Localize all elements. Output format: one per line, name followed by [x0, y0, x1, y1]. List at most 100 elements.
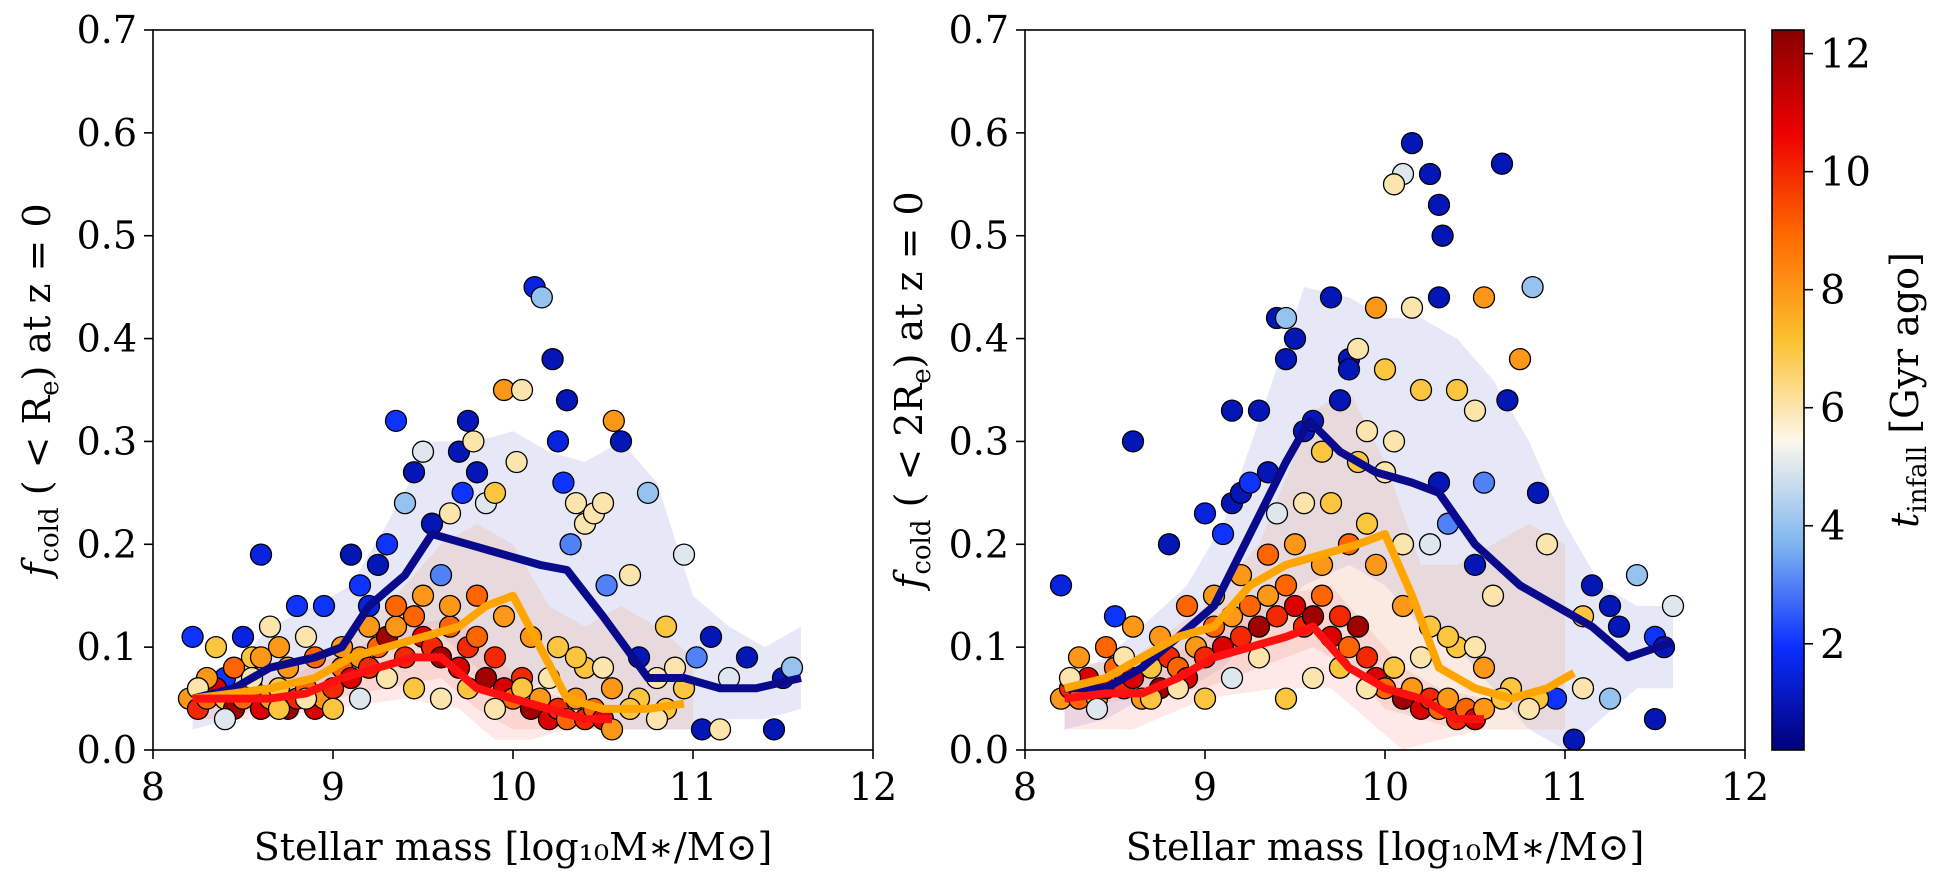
data-point: [465, 461, 489, 484]
colorbar-label-part: infall: [1903, 446, 1933, 513]
data-point: [595, 574, 618, 597]
data-point: [1310, 584, 1334, 607]
median-line: [1063, 530, 1576, 703]
data-point: [1067, 646, 1091, 669]
data-point: [1337, 358, 1361, 381]
data-point: [1409, 378, 1433, 402]
data-point: [1431, 224, 1454, 247]
data-point: [1211, 522, 1235, 546]
data-point: [1121, 430, 1145, 453]
data-point: [1355, 646, 1379, 669]
data-point: [384, 594, 408, 618]
y-tick-label: 0.1: [77, 625, 137, 669]
data-point: [1364, 296, 1388, 319]
data-point: [1382, 173, 1406, 196]
data-point: [1283, 533, 1307, 556]
y-tick-label: 0.5: [949, 214, 1009, 258]
y-tick-label: 0.4: [949, 317, 1009, 361]
data-point: [1220, 666, 1244, 690]
data-point: [1427, 193, 1451, 217]
data-point: [1274, 574, 1298, 597]
data-point: [1193, 687, 1217, 710]
x-tick-label: 12: [1721, 765, 1769, 809]
data-point: [321, 697, 345, 721]
data-point: [1508, 347, 1532, 371]
y-axis-label-part: ) at z = 0: [887, 191, 931, 368]
data-point: [411, 584, 435, 607]
data-point: [312, 594, 336, 618]
percentile-band: [1064, 585, 1484, 750]
data-point: [1319, 286, 1343, 309]
data-point: [1436, 625, 1460, 649]
data-point: [672, 543, 696, 566]
data-point: [1175, 594, 1199, 618]
data-point: [393, 491, 417, 515]
data-point: [1292, 491, 1316, 515]
y-axis-label-part: ( < R: [15, 394, 59, 507]
y-axis-label-part: cold: [35, 507, 65, 562]
colorbar: 2 4 6 8 10 12 tinfall [Gyr ago]: [1771, 29, 1933, 751]
data-point: [438, 594, 462, 618]
data-point: [1364, 553, 1388, 577]
y-axis-label-part: e: [35, 380, 65, 395]
data-point: [1463, 635, 1487, 659]
y-tick-label: 0.0: [949, 728, 1009, 772]
y-tick-label: 0.1: [949, 625, 1009, 669]
data-point: [1463, 399, 1487, 422]
data-point: [1283, 594, 1307, 618]
data-point: [1319, 491, 1343, 515]
plot-area: [1049, 131, 1685, 750]
data-point: [1049, 574, 1073, 597]
colorbar-tick-label: 6: [1820, 386, 1845, 432]
data-point: [591, 491, 615, 515]
y-axis-label-part: ) at z = 0: [15, 203, 59, 380]
data-point: [1274, 687, 1298, 710]
data-point: [1193, 502, 1217, 525]
data-point: [456, 409, 480, 433]
y-tick-label: 0.7: [77, 8, 137, 52]
data-point: [402, 605, 426, 628]
data-point: [429, 687, 453, 710]
data-point: [1481, 584, 1505, 607]
data-point: [1571, 677, 1595, 700]
data-point: [1526, 481, 1550, 505]
data-point: [483, 646, 507, 669]
data-point: [552, 471, 575, 494]
y-tick-label: 0.4: [77, 317, 137, 361]
data-point: [213, 707, 237, 731]
data-point: [1625, 563, 1649, 587]
data-point: [1472, 286, 1496, 309]
y-tick-label: 0.3: [77, 419, 137, 463]
colorbar-tick-label: 10: [1820, 150, 1871, 196]
y-tick-label: 0.7: [949, 8, 1009, 52]
data-point: [735, 646, 759, 669]
x-tick-label: 10: [1361, 765, 1409, 809]
data-point: [1382, 656, 1406, 679]
data-point: [530, 286, 553, 309]
data-point: [564, 646, 588, 669]
x-tick-label: 9: [321, 765, 345, 809]
y-axis-label-part: cold: [907, 519, 937, 574]
data-point: [685, 646, 708, 669]
data-point: [181, 625, 204, 649]
data-point: [1238, 471, 1262, 494]
x-tick-label: 12: [849, 765, 897, 809]
data-point: [375, 533, 399, 556]
y-tick-label: 0.2: [77, 522, 137, 566]
data-point: [1301, 666, 1325, 690]
data-point: [1328, 389, 1352, 412]
data-point: [636, 481, 660, 505]
data-point: [1274, 306, 1298, 330]
data-point: [1094, 635, 1118, 659]
data-point: [564, 491, 588, 515]
data-point: [1472, 471, 1496, 494]
data-point: [483, 481, 507, 505]
data-point: [1220, 399, 1244, 422]
data-point: [231, 625, 255, 649]
data-point: [546, 635, 570, 659]
data-point: [249, 543, 273, 566]
data-point: [505, 450, 528, 474]
data-point: [1256, 584, 1280, 607]
data-point: [258, 615, 282, 638]
